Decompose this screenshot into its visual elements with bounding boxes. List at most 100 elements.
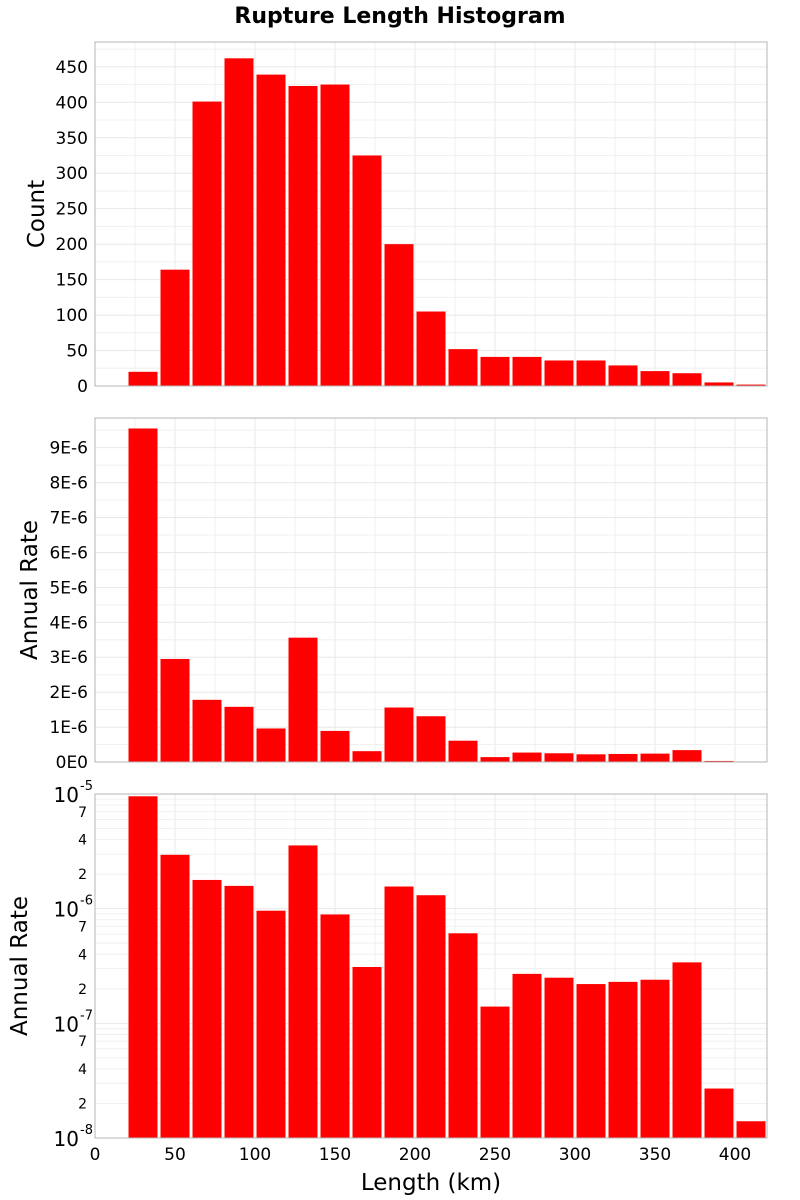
x-tick-label: 350 — [639, 1145, 671, 1165]
histogram-bar — [736, 384, 766, 386]
histogram-bar — [320, 84, 350, 386]
histogram-bar — [480, 1006, 510, 1138]
y-tick-label: 10 — [54, 898, 79, 922]
histogram-bar — [608, 981, 638, 1138]
histogram-bar — [640, 753, 670, 762]
count-plot-frame — [94, 41, 768, 387]
count-y-axis-label: Count — [24, 180, 50, 248]
x-tick-label: 50 — [164, 1145, 186, 1165]
histogram-bar — [224, 885, 254, 1138]
rate-log-y-axis-label: Annual Rate — [7, 896, 33, 1036]
y-tick-label-minor: 4 — [78, 947, 87, 963]
y-tick-label: 4E-6 — [49, 613, 88, 633]
histogram-bar — [128, 428, 158, 762]
histogram-bar — [544, 360, 574, 386]
histogram-bar — [608, 753, 638, 762]
x-tick-label: 0 — [90, 1145, 101, 1165]
histogram-bar — [256, 728, 286, 762]
rate-linear-bars — [128, 428, 766, 762]
histogram-bar — [576, 360, 606, 386]
rate-log-plot-frame — [94, 793, 768, 1139]
y-tick-exponent: -8 — [80, 1123, 93, 1138]
histogram-bar — [384, 707, 414, 762]
y-tick-label-minor: 7 — [78, 1034, 87, 1050]
histogram-bar — [512, 752, 542, 762]
histogram-bar — [544, 977, 574, 1138]
y-tick-exponent: -6 — [80, 894, 93, 909]
histogram-bar — [288, 85, 318, 387]
histogram-bar — [448, 349, 478, 386]
histogram-bar — [192, 879, 222, 1138]
histogram-bar — [576, 984, 606, 1138]
y-tick-label: 1E-6 — [49, 718, 88, 738]
histogram-bar — [704, 1088, 734, 1138]
y-tick-label: 3E-6 — [49, 648, 88, 668]
y-tick-exponent: -5 — [80, 779, 93, 794]
x-tick-label: 100 — [239, 1145, 271, 1165]
rate-linear-y-ticks: 0E0 1E-6 2E-6 3E-6 4E-6 5E-6 6E-6 7E-6 8E-6 9E-6 — [49, 439, 88, 773]
histogram-bar — [704, 760, 734, 762]
histogram-bar — [224, 706, 254, 762]
histogram-bar — [544, 753, 574, 762]
histogram-bar — [320, 914, 350, 1138]
histogram-bar — [288, 637, 318, 762]
y-tick-label: 350 — [56, 129, 88, 149]
rate-linear-plot-frame — [94, 417, 768, 763]
histogram-bar — [256, 910, 286, 1138]
y-tick-label: 50 — [66, 342, 88, 362]
y-tick-label-minor: 7 — [78, 805, 87, 821]
histogram-bar — [512, 356, 542, 386]
x-ticks: 0 50 100 150 200 250 300 350 400 — [90, 1145, 752, 1165]
histogram-bar — [640, 979, 670, 1138]
y-tick-label: 10 — [54, 1127, 79, 1151]
y-tick-label-minor: 4 — [78, 1062, 87, 1078]
x-tick-label: 200 — [399, 1145, 431, 1165]
y-tick-label: 100 — [56, 306, 88, 326]
histogram-bar — [256, 74, 286, 386]
histogram-bar — [128, 796, 158, 1138]
y-tick-label: 5E-6 — [49, 578, 88, 598]
y-tick-exponent: -7 — [80, 1008, 93, 1023]
histogram-bar — [224, 58, 254, 386]
histogram-bar — [448, 740, 478, 762]
histogram-bar — [416, 716, 446, 762]
y-tick-label-minor: 2 — [78, 867, 87, 883]
y-tick-label: 450 — [56, 58, 88, 78]
y-tick-label: 2E-6 — [49, 683, 88, 703]
x-axis-label: Length (km) — [361, 1170, 501, 1196]
histogram-bar — [608, 365, 638, 386]
histogram-bar — [160, 269, 190, 386]
histogram-bar — [384, 244, 414, 386]
y-tick-label-minor: 2 — [78, 982, 87, 998]
histogram-bar — [160, 658, 190, 762]
y-tick-label-minor: 2 — [78, 1096, 87, 1112]
histogram-bar — [672, 373, 702, 386]
histogram-bar — [416, 895, 446, 1138]
histogram-bar — [160, 854, 190, 1138]
count-bars — [128, 58, 766, 387]
histogram-bar — [192, 699, 222, 762]
panel-annual-rate-linear: 0E01E-62E-63E-64E-65E-66E-67E-68E-69E-6 … — [17, 417, 768, 773]
histogram-bar — [384, 886, 414, 1138]
histogram-bar — [704, 382, 734, 386]
histogram-bar — [192, 101, 222, 387]
y-tick-label: 0E0 — [56, 753, 88, 773]
y-tick-label: 0 — [77, 377, 88, 397]
y-tick-label: 9E-6 — [49, 439, 88, 459]
histogram-bar — [480, 757, 510, 762]
histogram-bar — [416, 311, 446, 386]
panel-count: 0 50 100 150 200 250 300 350 400 450 Count — [24, 41, 768, 397]
histogram-bar — [352, 751, 382, 762]
y-tick-label: 150 — [56, 271, 88, 291]
histogram-bar — [640, 371, 670, 386]
x-tick-label: 250 — [479, 1145, 511, 1165]
rate-linear-y-axis-label: Annual Rate — [17, 520, 43, 660]
y-tick-label: 200 — [56, 235, 88, 255]
chart-title: Rupture Length Histogram — [234, 4, 565, 29]
y-tick-label-minor: 4 — [78, 833, 87, 849]
y-tick-label: 300 — [56, 164, 88, 184]
y-tick-label: 250 — [56, 200, 88, 220]
